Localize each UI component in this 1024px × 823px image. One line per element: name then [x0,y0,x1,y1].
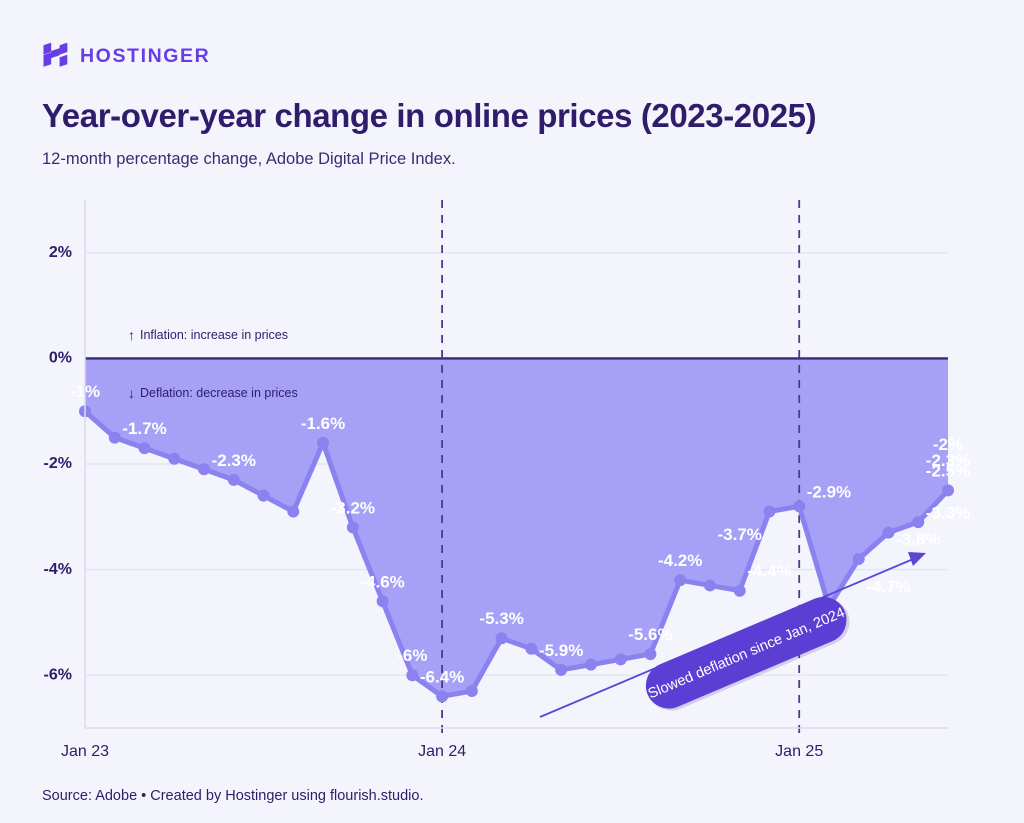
data-point-label: -3.3% [926,504,970,523]
data-point-label: -4.6% [360,572,404,591]
x-axis-tick-label: Jan 23 [61,743,109,760]
data-point-marker [763,505,776,518]
brand-logo: HOSTINGER [42,42,210,70]
data-point-label: -4.4% [747,562,791,581]
x-axis-tick-label: Jan 25 [775,743,823,760]
deflation-note-label: Deflation: decrease in prices [140,386,298,400]
line-area-chart: 2%0%-2%-4%-6% Jan 23 Jan 24 Jan 25 -1%-1.7… [44,200,970,760]
data-point-label: -6.4% [420,667,464,686]
data-point-label: -6% [397,646,427,665]
data-point-label: -4.7% [866,578,910,597]
data-point-label: -3.2% [331,498,375,517]
data-point-marker [733,584,746,597]
data-point-marker [198,463,211,476]
page-subtitle: 12-month percentage change, Adobe Digita… [42,150,456,168]
data-point-marker [257,489,270,502]
y-axis-tick-label: 0% [49,350,72,367]
data-point-marker [703,579,716,592]
data-point-marker [376,595,389,608]
data-point-marker [138,442,151,455]
data-point-marker [525,642,538,655]
hostinger-h-logo-icon [43,42,68,67]
data-point-marker [584,658,597,671]
trend-callout-label: Slowed deflation since Jan, 2024 [646,605,847,703]
data-point-marker [912,516,925,529]
data-point-label: -5.6% [628,625,672,644]
data-point-marker [436,690,449,703]
series-area-fill [85,358,948,697]
y-axis-tick-label: -4% [44,561,72,578]
data-point-label: -2.3% [212,451,256,470]
chart-y-axis-labels: 2% 0% -2% -4% -6% [44,244,72,683]
data-point-marker [644,648,657,661]
series-point-labels: -1%-1.7%-2.3%-1.6%-3.2%-4.6%-6%-6.4%-5.3… [70,382,970,686]
down-arrow-icon: ↓ [128,385,135,401]
data-point-marker [942,484,954,497]
inflation-note-label: Inflation: increase in prices [140,328,288,342]
data-point-marker [287,505,300,518]
data-point-marker [168,452,181,465]
data-point-marker [882,526,895,539]
y-axis-tick-label: -6% [44,666,72,683]
page-title: Year-over-year change in online prices (… [42,97,817,134]
data-point-label: -1.6% [301,414,345,433]
data-point-marker [852,553,865,566]
data-point-marker [108,431,121,444]
data-point-label: -2.5% [926,461,970,480]
data-point-marker [227,473,240,486]
data-point-marker [495,632,508,645]
source-credit: Source: Adobe • Created by Hostinger usi… [42,788,424,804]
data-point-label: -5.3% [479,609,523,628]
data-point-label: -1.7% [122,419,166,438]
y-axis-tick-label: 2% [49,244,72,261]
brand-name: HOSTINGER [80,44,211,67]
data-point-label: -2.9% [807,483,851,502]
chart-x-axis-labels: Jan 23 Jan 24 Jan 25 [61,743,823,760]
data-point-marker [614,653,627,666]
data-point-label: -4.2% [658,551,702,570]
inflation-note: ↑ Inflation: increase in prices [128,327,288,343]
chart-container: 2% 0% -2% -4% -6% Jan 23 Jan 24 Jan 25 -1% -1.7… [0,182,1024,762]
data-point-marker [465,685,478,698]
series-markers [79,405,954,703]
data-point-marker [346,521,359,534]
data-point-label: -2% [933,435,963,454]
data-point-label: -2.3% [926,451,970,470]
data-point-label: -3.8% [896,530,940,549]
x-axis-tick-label: Jan 24 [418,743,466,760]
data-point-marker [674,574,687,587]
data-point-marker [793,500,806,513]
data-point-label: -5.9% [539,641,583,660]
data-point-marker [406,669,419,682]
y-axis-tick-label: -2% [44,455,72,472]
up-arrow-icon: ↑ [128,327,135,343]
deflation-note: ↓ Deflation: decrease in prices [128,385,298,401]
data-point-marker [555,663,568,676]
data-point-marker [317,436,330,449]
data-point-label: -3.7% [717,525,761,544]
